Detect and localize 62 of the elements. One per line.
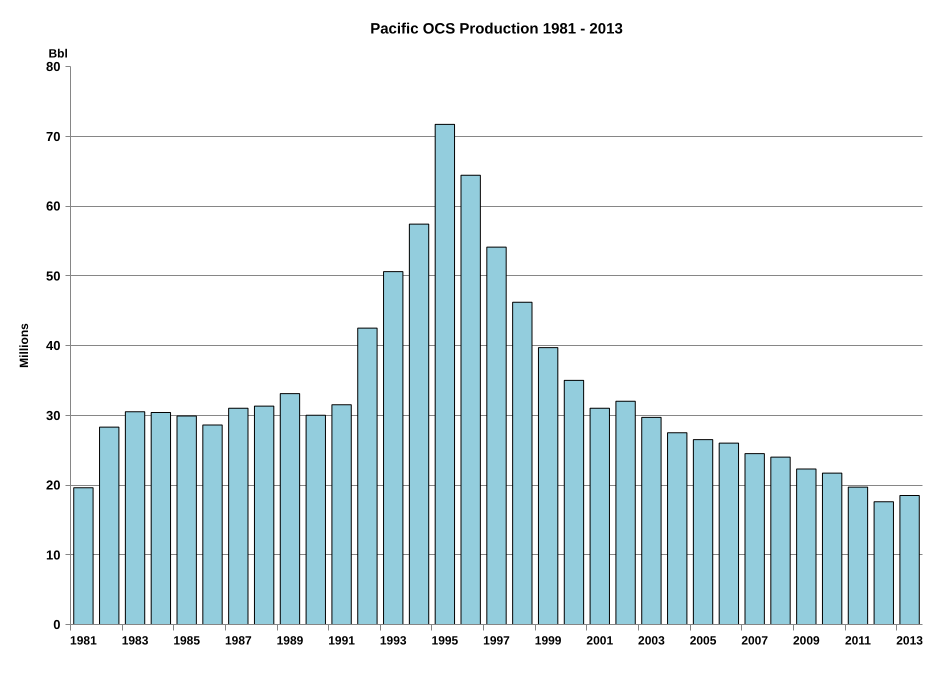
y-tick-label: 30 xyxy=(46,408,61,423)
bar xyxy=(667,432,688,624)
bar xyxy=(331,404,352,624)
bar xyxy=(228,408,248,624)
y-tick-label: 40 xyxy=(46,338,61,353)
x-tick-label: 2005 xyxy=(690,634,717,648)
bar xyxy=(615,400,636,624)
bar xyxy=(848,486,868,624)
bar xyxy=(176,415,197,624)
bar xyxy=(124,411,146,624)
x-tick-label: 1991 xyxy=(328,634,356,648)
bar xyxy=(874,501,894,624)
y-tick-label: 60 xyxy=(46,198,61,214)
bar xyxy=(280,393,300,624)
bar xyxy=(770,456,791,624)
x-tick-label: 1997 xyxy=(483,634,510,648)
bar xyxy=(150,412,172,624)
bar xyxy=(434,124,456,624)
y-tick-label: 70 xyxy=(46,128,61,144)
bar xyxy=(99,426,120,624)
x-tick-label: 2003 xyxy=(638,634,666,648)
bar xyxy=(641,416,662,624)
y-tick-label: 0 xyxy=(53,617,61,632)
text: Bbl xyxy=(48,46,68,60)
x-tick-label: 1987 xyxy=(224,634,252,648)
x-tick-label: 1993 xyxy=(380,634,407,648)
bar xyxy=(899,494,920,624)
bar xyxy=(486,246,507,624)
y-tick-label: 10 xyxy=(46,547,61,562)
bar xyxy=(590,408,610,624)
bar xyxy=(718,442,740,624)
x-tick-label: 1985 xyxy=(173,634,200,648)
x-tick-label: 2007 xyxy=(741,634,768,648)
x-tick-label: 1983 xyxy=(122,634,149,648)
y-axis-title: Millions xyxy=(17,322,32,368)
bar xyxy=(254,406,274,624)
x-tick-label: 2013 xyxy=(896,634,924,648)
bar xyxy=(822,472,842,624)
x-tick-label: 1989 xyxy=(276,634,304,648)
x-tick-label: 2011 xyxy=(844,634,872,648)
x-tick-label: 1981 xyxy=(70,634,98,648)
bar xyxy=(564,380,584,624)
bar xyxy=(692,439,714,624)
x-tick-label: 1999 xyxy=(534,634,562,648)
bar xyxy=(408,224,430,624)
bar xyxy=(796,468,816,624)
bar xyxy=(460,174,481,624)
bar xyxy=(383,271,404,624)
x-tick-label: 2009 xyxy=(792,634,820,648)
y-tick-label: 50 xyxy=(46,268,61,284)
x-tick-label: 2001 xyxy=(586,634,614,648)
bar xyxy=(306,414,326,624)
bar xyxy=(357,328,378,624)
y-tick-label: 80 xyxy=(46,59,61,74)
bar xyxy=(538,347,558,624)
bar xyxy=(202,424,223,624)
bar xyxy=(744,453,765,624)
x-tick-label: 1995 xyxy=(432,634,459,648)
bar xyxy=(512,302,532,624)
bar xyxy=(73,487,94,624)
chart-title: Pacific OCS Production 1981 - 2013 xyxy=(370,20,623,38)
y-tick-label: 20 xyxy=(46,478,61,492)
